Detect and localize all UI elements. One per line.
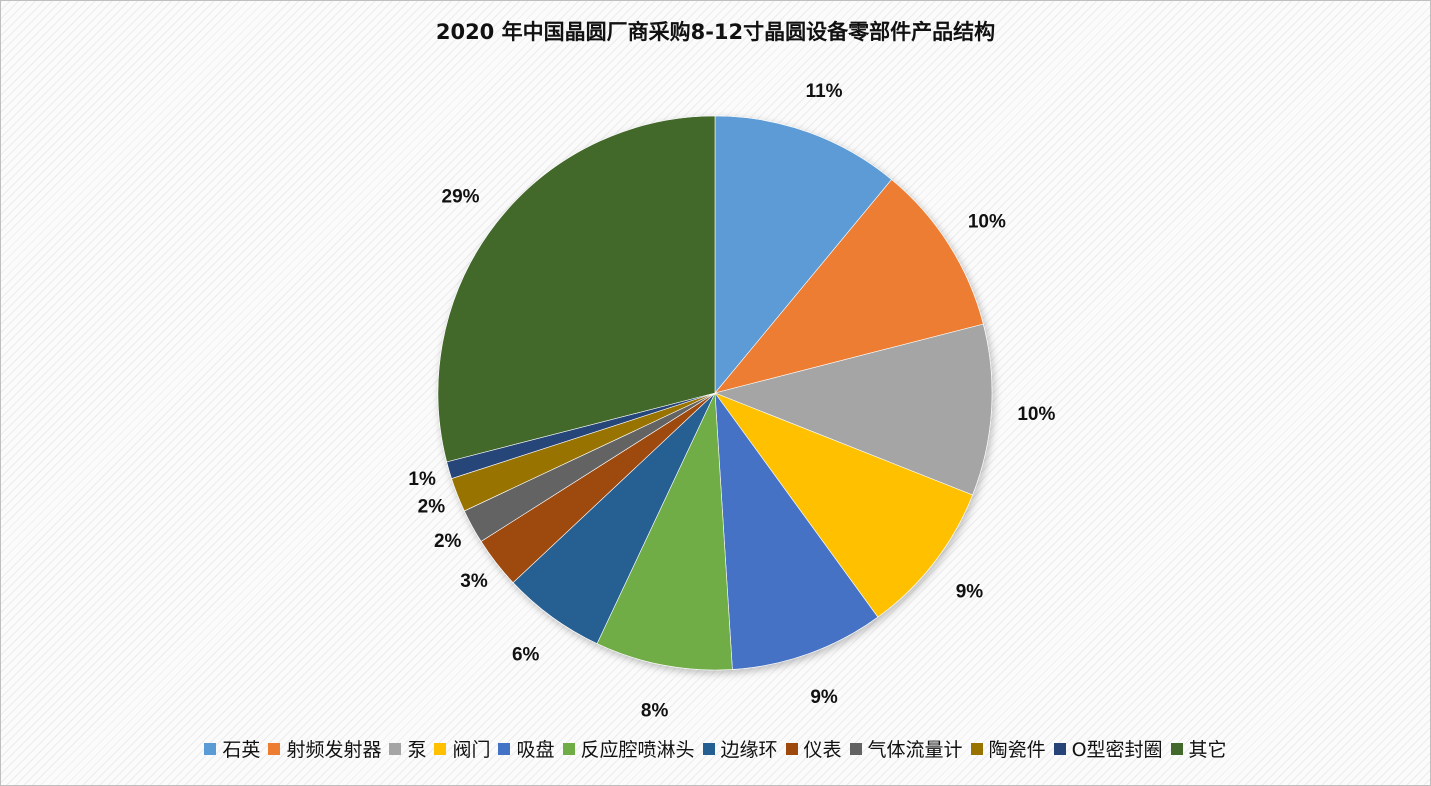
pie-labels: 11% 10% 10% 9% 9% 8% 6% 3% 2% 2% 1% 29% [408, 81, 1055, 721]
legend-item-5: 吸盘 [498, 735, 555, 762]
legend-label: 反应腔喷淋头 [580, 739, 695, 761]
legend-label: 泵 [407, 739, 427, 761]
legend-label: 陶瓷件 [988, 739, 1046, 761]
legend-item-3: 泵 [389, 735, 426, 762]
legend-swatch [970, 742, 983, 755]
data-label-4: 9% [956, 581, 984, 602]
pie-slice-1 [714, 115, 892, 394]
legend-swatch [562, 742, 575, 755]
legend-swatch [1170, 742, 1183, 755]
legend-swatch [268, 742, 281, 755]
pie-slice-4 [714, 392, 973, 618]
legend-swatch [849, 742, 862, 755]
pie-slices [437, 115, 993, 671]
legend-label: 其它 [1188, 739, 1227, 761]
legend-label: 吸盘 [516, 739, 555, 761]
data-label-8: 3% [460, 571, 488, 592]
legend-swatch [434, 742, 447, 755]
legend-item-4: 阀门 [434, 735, 490, 762]
data-label-10: 2% [418, 496, 446, 517]
legend-item-2: 射频发射器 [268, 735, 381, 762]
legend-label: 石英 [222, 739, 261, 761]
data-label-9: 2% [434, 531, 462, 552]
legend-item-7: 边缘环 [702, 735, 778, 762]
legend-item-8: 仪表 [785, 735, 842, 762]
pie-slice-3 [714, 323, 993, 496]
pie-slice-6 [596, 392, 733, 671]
legend-item-9: 气体流量计 [849, 735, 963, 762]
data-label-1: 11% [806, 81, 843, 102]
legend-label: 仪表 [803, 739, 842, 761]
data-label-5: 9% [810, 687, 838, 708]
legend-swatch [389, 742, 402, 755]
legend-swatch [204, 742, 217, 755]
legend-swatch [1053, 742, 1066, 755]
legend-item-11: O型密封圈 [1053, 735, 1163, 762]
legend-item-12: 其它 [1170, 735, 1227, 762]
data-label-6: 8% [641, 700, 669, 721]
data-label-7: 6% [512, 645, 540, 666]
pie-slice-12 [437, 115, 716, 463]
legend-swatch [702, 742, 715, 755]
legend-item-10: 陶瓷件 [970, 735, 1046, 762]
data-label-11: 1% [408, 469, 436, 490]
legend-label: 阀门 [452, 739, 491, 761]
legend: 石英 射频发射器 泵 阀门 吸盘 反应腔喷淋头 边缘环 仪表 气体流量计 陶瓷件 O型密封圈 其它 [0, 735, 1431, 762]
data-label-3: 10% [1017, 404, 1055, 425]
pie-slice-5 [714, 391, 879, 670]
data-label-2: 10% [968, 211, 1006, 232]
legend-label: O型密封圈 [1071, 739, 1163, 761]
legend-swatch [498, 742, 511, 755]
legend-label: 气体流量计 [867, 739, 963, 761]
pie-slice-2 [714, 179, 984, 394]
legend-label: 边缘环 [720, 739, 778, 761]
legend-label: 射频发射器 [286, 739, 382, 761]
legend-item-1: 石英 [204, 735, 260, 762]
data-label-12: 29% [442, 187, 480, 208]
legend-swatch [785, 742, 798, 755]
chart-title: 2020 年中国晶圆厂商采购8-12寸晶圆设备零部件产品结构 [435, 20, 996, 44]
legend-item-6: 反应腔喷淋头 [562, 735, 695, 762]
